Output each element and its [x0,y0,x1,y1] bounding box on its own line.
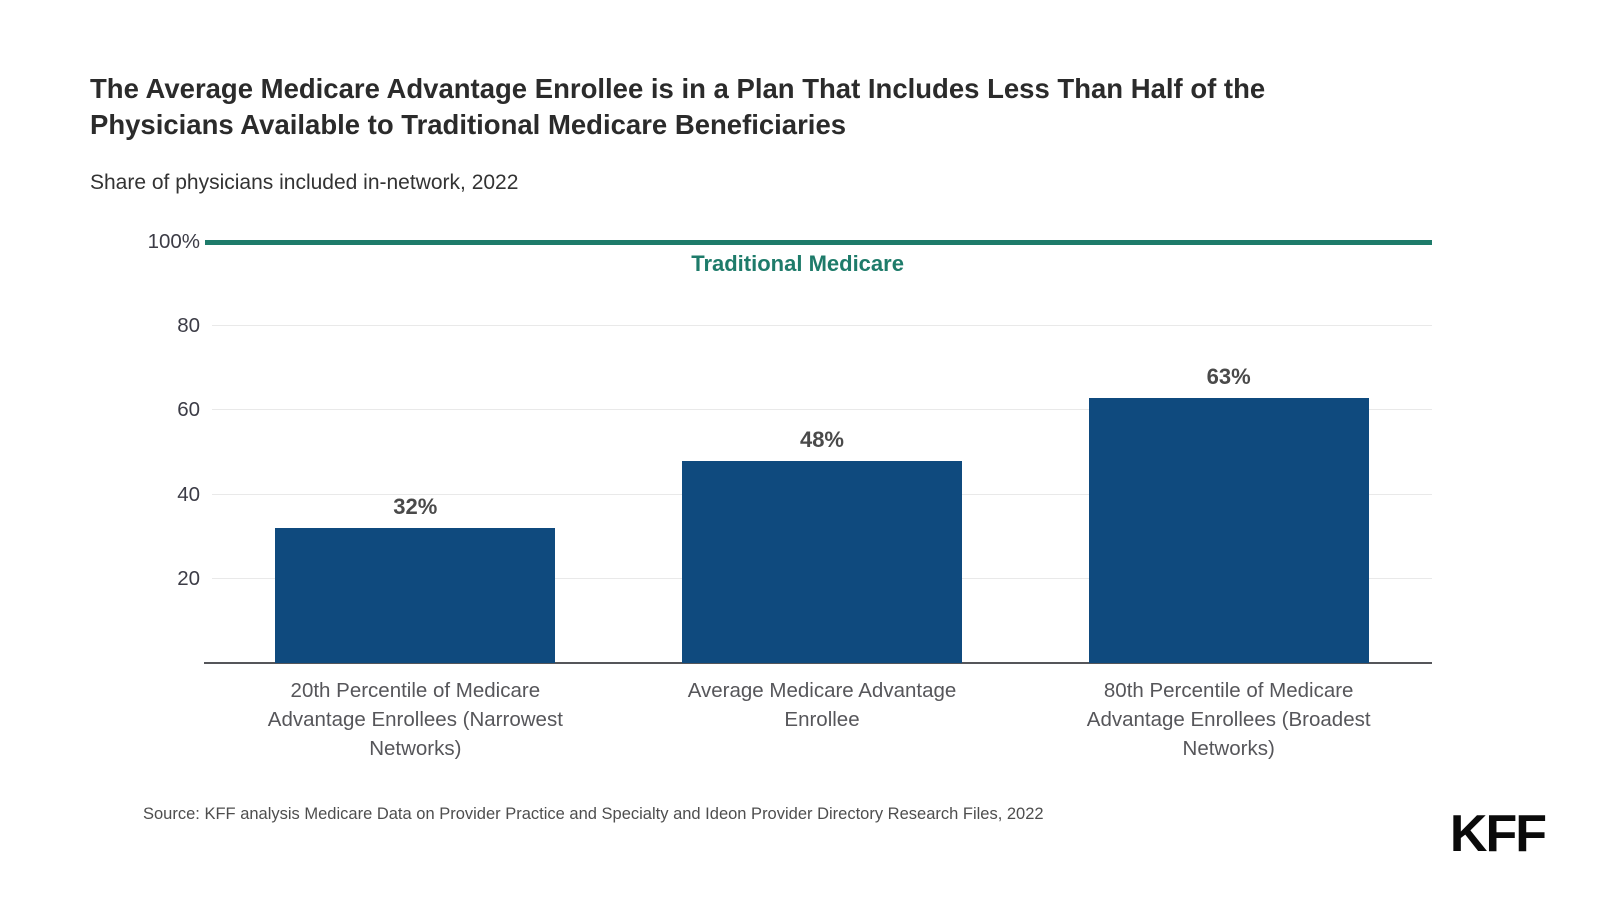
kff-logo: KFF [1449,805,1547,863]
bar-slot: 32% [212,242,619,663]
x-axis-baseline [204,662,1432,664]
gridline [212,409,1432,411]
traditional-medicare-label: Traditional Medicare [691,251,904,276]
y-axis-tick-label: 80 [177,314,200,338]
bar-3[interactable] [1088,397,1369,663]
source-note: Source: KFF analysis Medicare Data on Pr… [143,805,1044,823]
x-axis-labels: 20th Percentile of Medicare Advantage En… [212,676,1432,763]
x-axis-category-label: 80th Percentile of Medicare Advantage En… [1086,679,1371,760]
gridline [212,325,1432,327]
y-axis-tick-label: 20 [177,566,200,590]
bar-value-label: 32% [393,494,438,520]
bar-1[interactable] [275,528,556,663]
x-axis-category-label: Average Medicare Advantage Enrollee [687,679,957,731]
bar-slot: 48% [619,242,1026,663]
chart-title: The Average Medicare Advantage Enrollee … [90,73,1266,140]
bar-value-label: 48% [799,426,845,452]
plot-area: Traditional Medicare 100% 80 60 40 20 32% 48% 6… [148,230,1432,664]
traditional-medicare-reference-line [205,240,1432,245]
bar-value-label: 63% [1206,363,1251,389]
chart-subtitle: Share of physicians included in-network,… [90,171,519,194]
bar-2[interactable] [681,460,962,663]
y-axis-tick-label: 40 [177,482,200,506]
y-axis-tick-label: 100% [147,230,200,253]
x-axis-category-label: 20th Percentile of Medicare Advantage En… [267,679,563,760]
y-axis-tick-label: 60 [177,398,200,422]
bar-slot: 63% [1025,242,1432,663]
